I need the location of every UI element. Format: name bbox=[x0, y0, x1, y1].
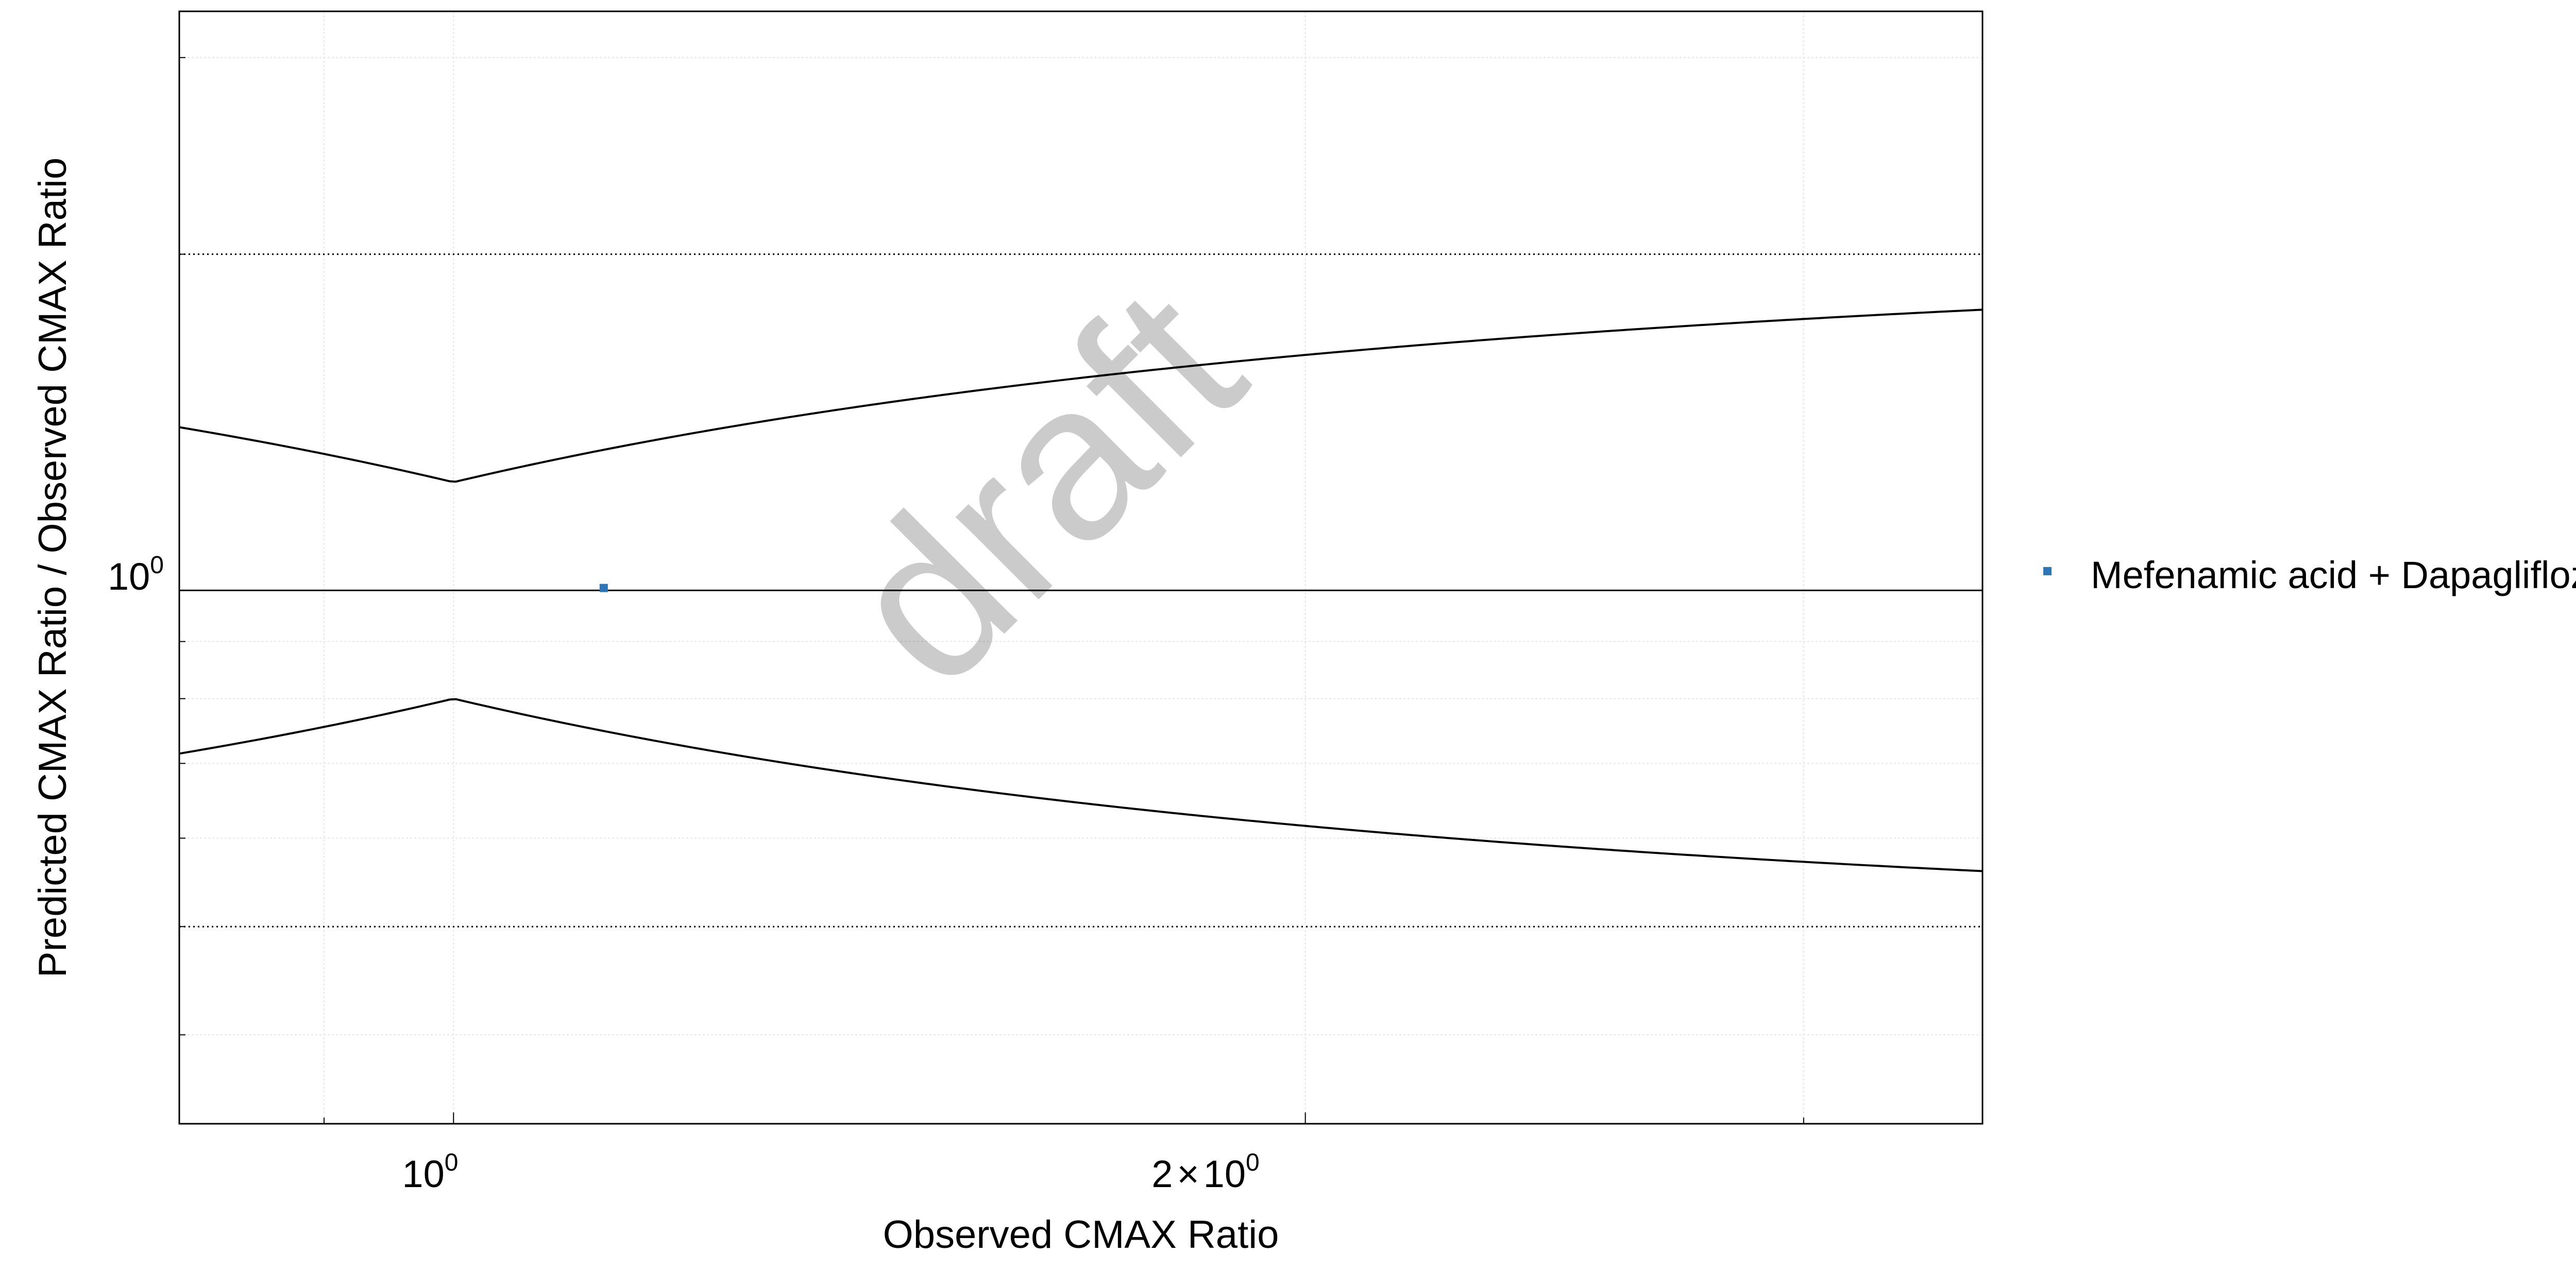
guest-limit-curves bbox=[179, 308, 1983, 872]
guest-lower-limit-curve bbox=[179, 698, 1983, 872]
plot-area-frame bbox=[178, 10, 1984, 1125]
x-tick-label-2: 2 × 100 bbox=[1151, 1149, 1259, 1195]
guest-upper-limit-curve bbox=[179, 308, 1983, 483]
y-axis-title: Predicted CMAX Ratio / Observed CMAX Rat… bbox=[31, 158, 75, 977]
legend-marker bbox=[2043, 567, 2052, 575]
legend: Mefenamic acid + Dapagliflozin bbox=[2043, 554, 2576, 596]
y-tick-label-1: 100 bbox=[108, 552, 164, 598]
reference-lines bbox=[179, 253, 1982, 928]
legend-label: Mefenamic acid + Dapagliflozin bbox=[2091, 554, 2576, 596]
watermark: draft bbox=[799, 242, 1288, 731]
x-tick-label-1: 100 bbox=[402, 1149, 458, 1195]
axis-ticks bbox=[179, 57, 1804, 1124]
x-tick-labels: 100 2 × 100 bbox=[402, 1149, 1259, 1195]
y-tick-labels: 100 bbox=[108, 552, 164, 598]
x-axis-title: Observed CMAX Ratio bbox=[883, 1213, 1279, 1257]
data-point bbox=[599, 584, 608, 592]
data-points bbox=[599, 584, 608, 592]
